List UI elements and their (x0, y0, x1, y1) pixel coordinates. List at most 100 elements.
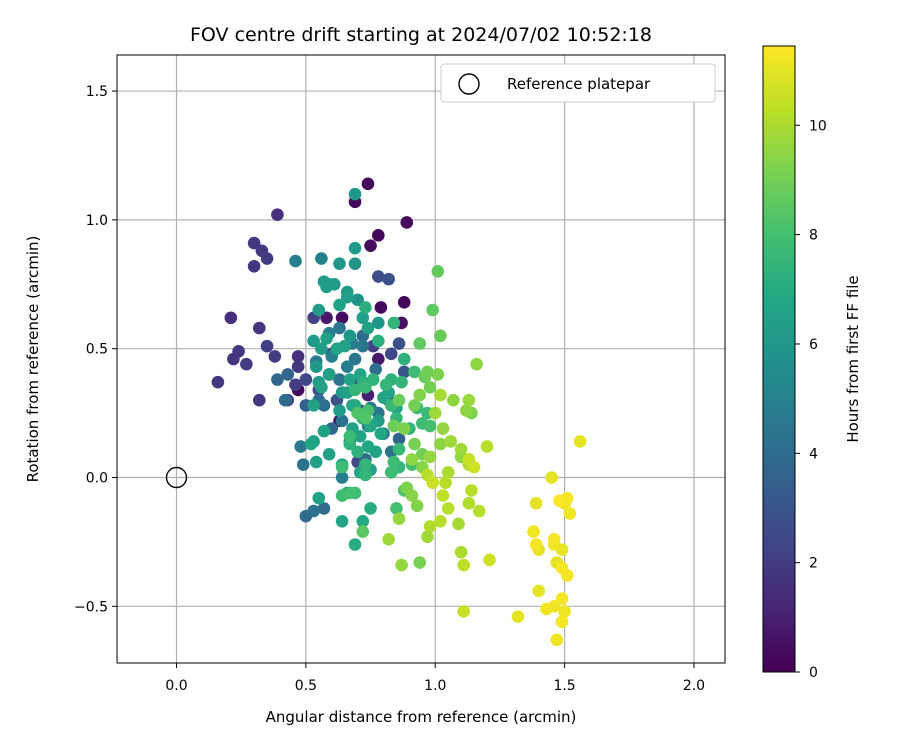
scatter-point (421, 530, 434, 544)
scatter-point (291, 350, 305, 363)
scatter-point (573, 435, 587, 448)
scatter-point (260, 252, 274, 265)
scatter-point (271, 208, 284, 222)
scatter-point (382, 272, 395, 286)
scatter-point (439, 476, 452, 489)
scatter-point (343, 486, 357, 500)
scatter-point (392, 432, 406, 446)
scatter-point (387, 455, 401, 469)
scatter-point (392, 512, 406, 526)
scatter-point (558, 605, 571, 618)
scatter-point (317, 424, 331, 438)
scatter-point (472, 504, 486, 518)
scatter-point (423, 520, 437, 533)
x-tick-label: 2.0 (683, 678, 705, 694)
scatter-point (377, 391, 390, 404)
scatter-point (426, 476, 439, 489)
scatter-point (333, 373, 346, 386)
scatter-point (335, 311, 349, 325)
colorbar-label: Hours from first FF file (844, 275, 862, 442)
x-axis-ticks: 0.0 0.5 1.0 1.5 2.0 (165, 663, 705, 694)
x-tick-label: 1.0 (424, 678, 446, 694)
scatter-point (322, 368, 336, 381)
scatter-point (372, 352, 385, 366)
scatter-point (317, 399, 331, 412)
scatter-point (436, 489, 450, 502)
scatter-point (252, 321, 266, 335)
scatter-point (408, 399, 421, 412)
scatter-point (547, 600, 561, 613)
scatter-point (382, 533, 395, 546)
scatter-point (361, 440, 375, 453)
scatter-point (555, 592, 569, 605)
scatter-point (315, 381, 328, 394)
scatter-point (307, 334, 320, 348)
scatter-point (361, 321, 375, 335)
scatter-point (550, 633, 564, 647)
scatter-point (240, 357, 253, 371)
scatter-point (483, 553, 496, 567)
scatter-point (465, 484, 478, 497)
colorbar-tick-label: 2 (809, 556, 818, 572)
scatter-point (555, 615, 569, 629)
scatter-point (281, 368, 295, 381)
scatter-point (444, 435, 458, 448)
scatter-point (348, 352, 362, 366)
scatter-point (434, 388, 447, 402)
scatter-point (333, 404, 346, 417)
scatter-point (260, 339, 274, 353)
scatter-point (529, 496, 543, 510)
colorbar-tick-label: 8 (809, 228, 818, 244)
scatter-points (211, 177, 587, 647)
scatter-point (374, 301, 388, 314)
scatter-point (408, 437, 421, 451)
scatter-point (467, 460, 481, 474)
scatter-point (348, 538, 362, 551)
scatter-point (434, 437, 447, 451)
legend-label: Reference platepar (507, 75, 651, 93)
scatter-point (289, 378, 302, 392)
legend-box (440, 63, 716, 103)
scatter-point (359, 458, 372, 471)
scatter-point (335, 414, 349, 428)
scatter-point (359, 468, 372, 482)
scatter-point (392, 442, 406, 456)
scatter-point (268, 350, 282, 363)
scatter-point (320, 332, 333, 345)
scatter-point (291, 360, 305, 374)
scatter-point (315, 342, 328, 355)
scatter-point (296, 458, 310, 471)
scatter-point (356, 525, 370, 538)
colorbar-tick-label: 6 (809, 337, 818, 353)
scatter-point (421, 365, 434, 379)
scatter-point (348, 257, 362, 270)
scatter-point (405, 453, 419, 466)
scatter-point (547, 533, 561, 546)
scatter-point (452, 517, 465, 531)
scatter-point (232, 344, 245, 358)
scatter-point (560, 569, 574, 582)
plot-frame (116, 54, 726, 664)
scatter-point (315, 252, 328, 265)
scatter-point (392, 393, 406, 407)
colorbar-tick-label: 4 (809, 446, 818, 462)
scatter-point (387, 316, 401, 330)
scatter-point (447, 393, 460, 407)
x-tick-label: 1.5 (553, 678, 575, 694)
scatter-point (309, 360, 323, 374)
scatter-point (387, 419, 401, 433)
scatter-point (359, 301, 372, 314)
scatter-point (307, 399, 320, 412)
scatter-point (348, 383, 362, 397)
scatter-point (410, 499, 424, 513)
y-tick-label: 0.0 (86, 471, 108, 487)
scatter-point (351, 293, 364, 307)
plot-area (116, 54, 726, 664)
scatter-point (247, 236, 261, 250)
scatter-point (359, 381, 372, 394)
y-tick-label: 0.5 (86, 342, 108, 358)
scatter-point (320, 311, 333, 325)
colorbar-gradient (763, 46, 795, 672)
scatter-point (423, 419, 437, 433)
